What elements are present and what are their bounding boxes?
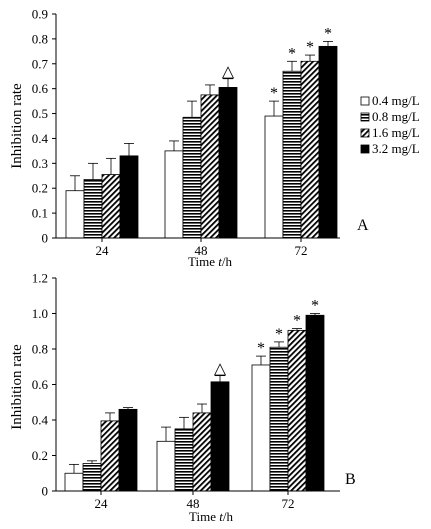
- panel-a-x-label-var: t: [218, 254, 222, 269]
- panel-a-x-label-prefix: Time: [188, 254, 218, 269]
- panel-b-bar: [192, 412, 212, 492]
- panel-b-y-tick-label: 1.0: [32, 306, 48, 321]
- panel-a-bar: [218, 87, 238, 239]
- panel-b-y-ticks: 0 0.2 0.4 0.6 0.8 1.0 1.2: [32, 271, 56, 499]
- panel-a-x-label-suffix: /h: [222, 254, 233, 269]
- panel-b-x-label-var: t: [219, 509, 223, 524]
- panel-a-bar: [318, 45, 338, 239]
- panel-b-x-tick-label: 48: [187, 496, 200, 511]
- panel-a-bar: [164, 150, 184, 239]
- panel-b-y-tick-label: 0.4: [32, 413, 49, 428]
- panel-a-bar: [200, 94, 220, 239]
- panel-a-y-tick-label: 0.7: [32, 56, 49, 71]
- panel-b-bar: [251, 364, 271, 492]
- panel-a-triangle-mark: △: [222, 64, 235, 81]
- panel-a-bar: [300, 60, 320, 239]
- panel-b-y-label: Inhibition rate: [9, 344, 25, 430]
- panel-b-y-tick-label: 0.8: [32, 342, 48, 357]
- panel-a-x-tick-label: 24: [96, 243, 110, 258]
- legend-item-0: 0.4 mg/L: [360, 93, 420, 108]
- panel-b-significance-mark: *: [293, 313, 301, 330]
- legend: 0.4 mg/L 0.8 mg/L 1.6 mg/L 3.2 mg/L: [360, 93, 420, 156]
- panel-a-significance-mark: *: [324, 25, 332, 42]
- panel-a-bar: [119, 155, 139, 239]
- panel-b-bar: [287, 329, 307, 492]
- panel-a-y-tick-label: 0: [42, 231, 49, 246]
- legend-label-0: 0.4 mg/L: [372, 93, 420, 108]
- panel-a-bar: [182, 116, 202, 239]
- panel-a-y-tick-label: 0.9: [32, 7, 48, 22]
- panel-b-x-label: Time t/h: [189, 509, 233, 524]
- panel-b-x-ticks: 24 48 72: [95, 491, 295, 511]
- panel-a-bar: [65, 190, 85, 239]
- panel-b-significance-mark: *: [257, 340, 265, 357]
- panel-a-bar: [264, 115, 284, 239]
- legend-swatch-2: [360, 128, 370, 138]
- legend-item-3: 3.2 mg/L: [360, 141, 420, 156]
- panel-b-triangle-mark: △: [214, 361, 227, 378]
- panel-b-bar: [269, 346, 289, 492]
- panel-b-bar: [118, 408, 138, 492]
- panel-a-x-tick-label: 48: [195, 243, 208, 258]
- panel-b-bar: [82, 463, 102, 492]
- panel-a: △ * * * * 0 0.1 0.2 0.3 0.4 0.5 0.6 0.7 0.8 0.9 24 48 7…: [9, 7, 420, 270]
- panel-b-y-tick-label: 0: [42, 484, 49, 499]
- panel-b-bar: [210, 381, 230, 492]
- panel-a-y-ticks: 0 0.1 0.2 0.3 0.4 0.5 0.6 0.7 0.8 0.9: [32, 7, 56, 246]
- panel-a-y-tick-label: 0.4: [32, 131, 49, 146]
- panel-a-y-tick-label: 0.8: [32, 31, 48, 46]
- panel-b-bar: [156, 440, 176, 492]
- panel-b-bar: [305, 314, 325, 492]
- panel-a-bar: [282, 70, 302, 239]
- panel-b-x-tick-label: 24: [95, 496, 109, 511]
- legend-swatch-3: [360, 144, 370, 154]
- panel-a-significance-mark: *: [270, 85, 278, 102]
- panel-b-y-tick-label: 0.2: [32, 448, 48, 463]
- panel-b-x-label-prefix: Time: [189, 509, 219, 524]
- panel-a-x-ticks: 24 48 72: [96, 238, 308, 258]
- panel-a-y-tick-label: 0.3: [32, 156, 48, 171]
- panel-b-bar: [64, 472, 84, 492]
- panel-b-y-tick-label: 1.2: [32, 271, 48, 286]
- panel-b-significance-mark: *: [311, 298, 319, 315]
- legend-label-1: 0.8 mg/L: [372, 109, 420, 124]
- panel-a-bar: [83, 179, 103, 239]
- panel-a-significance-mark: *: [306, 39, 314, 56]
- panel-b-x-label-suffix: /h: [223, 509, 234, 524]
- panel-b-x-tick-label: 72: [282, 496, 295, 511]
- panel-b-bar: [100, 420, 120, 492]
- panel-a-significance-mark: *: [288, 45, 296, 62]
- panel-a-y-tick-label: 0.1: [32, 206, 48, 221]
- panel-a-x-label: Time t/h: [188, 254, 232, 269]
- panel-a-y-label: Inhibition rate: [9, 83, 25, 169]
- panel-a-letter: A: [357, 217, 369, 234]
- legend-label-2: 1.6 mg/L: [372, 125, 420, 140]
- legend-swatch-1: [360, 112, 370, 122]
- panel-a-plot: △ * * * *: [65, 25, 338, 239]
- panel-a-x-tick-label: 72: [295, 243, 308, 258]
- panel-b-y-tick-label: 0.6: [32, 377, 49, 392]
- panel-a-y-tick-label: 0.6: [32, 81, 49, 96]
- legend-item-1: 0.8 mg/L: [360, 109, 420, 124]
- panel-b: △ * * * * 0 0.2 0.4 0.6 0.8 1.0 1.2 24 48 72 Inhibit…: [9, 271, 356, 525]
- legend-item-2: 1.6 mg/L: [360, 125, 420, 140]
- panel-b-letter: B: [345, 471, 356, 488]
- panel-a-y-tick-label: 0.2: [32, 181, 48, 196]
- panel-a-y-tick-label: 0.5: [32, 106, 48, 121]
- panel-a-bar: [101, 174, 121, 239]
- legend-label-3: 3.2 mg/L: [372, 141, 420, 156]
- panel-b-significance-mark: *: [275, 326, 283, 343]
- panel-b-plot: △ * * * *: [64, 298, 325, 492]
- panel-b-bar: [174, 428, 194, 492]
- legend-swatch-0: [360, 96, 370, 106]
